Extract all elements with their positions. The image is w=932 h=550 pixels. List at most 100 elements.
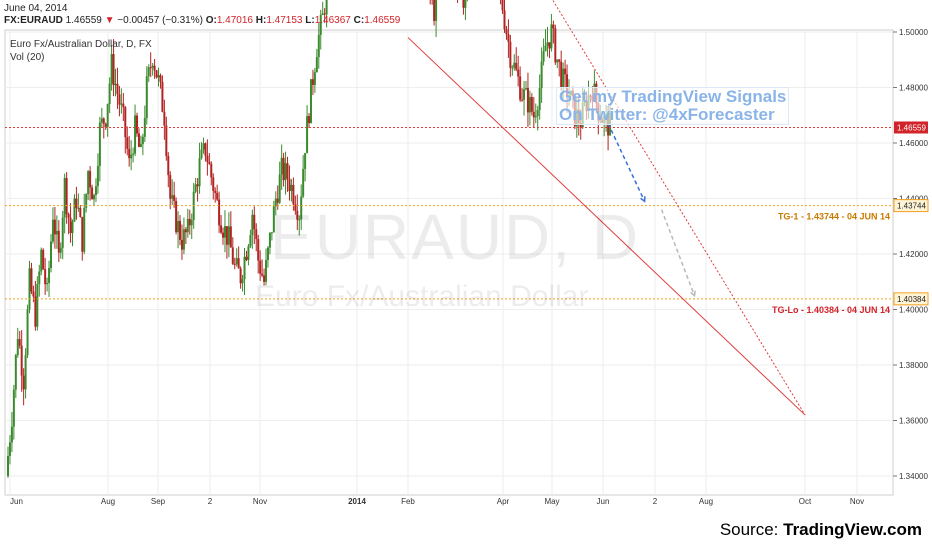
x-tick-label: Feb: [401, 497, 415, 506]
candle-body: [198, 158, 201, 187]
symbol[interactable]: FX:EURAUD: [4, 15, 63, 26]
candle-body: [46, 282, 49, 285]
candle-body: [93, 195, 96, 200]
candle-body: [16, 339, 19, 356]
candle-body: [222, 232, 225, 238]
candle-body: [12, 389, 15, 427]
candle-body: [126, 137, 129, 149]
candle-body: [50, 241, 53, 268]
x-tick-label: Apr: [497, 497, 510, 506]
candle-body: [36, 284, 39, 327]
candle-body: [210, 163, 213, 178]
promo-text: Get my TradingView Signals On Twitter: @…: [556, 87, 790, 125]
x-tick-label: 2014: [348, 497, 366, 506]
candle-body: [145, 76, 148, 119]
candle-body: [556, 59, 559, 63]
candle-body: [511, 67, 514, 69]
open-value: 1.47016: [216, 15, 253, 26]
current-price-badge: [894, 121, 928, 134]
candle-body: [505, 29, 508, 35]
candle-body: [153, 65, 156, 71]
y-tick-label: 1.46000: [899, 139, 928, 148]
candle-body: [7, 455, 9, 476]
candle-body: [212, 177, 215, 191]
candle-body: [106, 104, 109, 127]
price-axis[interactable]: 1.600001.580001.560001.540001.520001.500…: [893, 0, 929, 481]
low-value: 1.46367: [314, 15, 351, 26]
candle-body: [114, 83, 117, 86]
candle-body: [272, 206, 275, 233]
candle-body: [173, 195, 176, 201]
candle-body: [243, 256, 246, 280]
x-tick-label: 2: [208, 497, 213, 506]
candle-body: [179, 220, 182, 240]
promo-line-2: On Twitter: @4xForecaster: [559, 105, 775, 124]
candle-body: [55, 230, 58, 235]
candle-body: [122, 103, 125, 108]
candle-body: [319, 14, 322, 35]
candle-body: [517, 69, 520, 77]
candle-body: [321, 13, 324, 15]
time-axis[interactable]: Jun Aug Sep 2 Nov 2014 Feb Apr May Jun 2 Aug Oct Nov: [10, 497, 864, 506]
down-arrow-icon: ▼: [104, 15, 115, 26]
candle-body: [182, 229, 185, 250]
candle-body: [548, 42, 551, 49]
candle-body: [147, 67, 150, 77]
candle-body: [112, 54, 115, 86]
candle-body: [435, 0, 438, 21]
candle-body: [513, 62, 516, 68]
candle-body: [251, 214, 254, 236]
candle-body: [214, 190, 217, 193]
candle-body: [521, 99, 524, 101]
volume-label[interactable]: Vol (20): [10, 52, 45, 63]
y-tick-label: 1.50000: [899, 28, 928, 37]
candle-body: [296, 210, 299, 220]
candle-body: [28, 268, 31, 310]
candle-body: [14, 355, 17, 390]
target-badge-label: 1.43744: [897, 202, 926, 211]
candle-body: [165, 125, 168, 157]
candle-body: [311, 79, 314, 85]
target-badge: [893, 292, 929, 306]
candle-body: [294, 204, 297, 211]
trend-lines: TG-1 - 1.43744 - 04 JUN 14 TG-Lo - 1.4038…: [5, 0, 893, 416]
candle-body: [188, 218, 191, 226]
candle-body: [298, 219, 301, 221]
y-tick-label: 1.48000: [899, 84, 928, 93]
candle-body: [8, 442, 11, 456]
candle-body: [263, 275, 266, 282]
candle-body: [519, 76, 522, 100]
candle-body: [544, 45, 547, 52]
candle-body: [208, 162, 211, 164]
candle-body: [141, 136, 144, 145]
y-tick-label: 1.44000: [899, 195, 928, 204]
candle-body: [306, 116, 309, 154]
x-tick-label: Nov: [253, 497, 267, 506]
candle-body: [524, 88, 527, 90]
candle-body: [534, 115, 537, 118]
y-tick-label: 1.36000: [899, 417, 928, 426]
candle-body: [177, 220, 180, 233]
candle-body: [515, 62, 518, 70]
candle-body: [231, 247, 234, 264]
candle-body: [65, 178, 68, 215]
x-tick-label: Nov: [850, 497, 864, 506]
candle-body: [143, 118, 146, 137]
candle-body: [20, 345, 23, 376]
candle-body: [227, 226, 230, 245]
candle-body: [161, 81, 164, 112]
candle-body: [292, 184, 295, 205]
candle-body: [220, 225, 223, 233]
candle-body: [132, 153, 135, 155]
candle-body: [30, 268, 33, 292]
candle-body: [223, 226, 226, 238]
candle-body: [79, 207, 82, 218]
candle-body: [180, 239, 183, 250]
candle-body: [139, 144, 142, 147]
target-label-tg-lo: TG-Lo - 1.40384 - 04 JUN 14: [772, 305, 890, 315]
source-prefix: Source:: [719, 520, 784, 539]
candle-body: [63, 178, 66, 218]
candle-body: [290, 184, 293, 192]
candle-body: [530, 97, 533, 112]
